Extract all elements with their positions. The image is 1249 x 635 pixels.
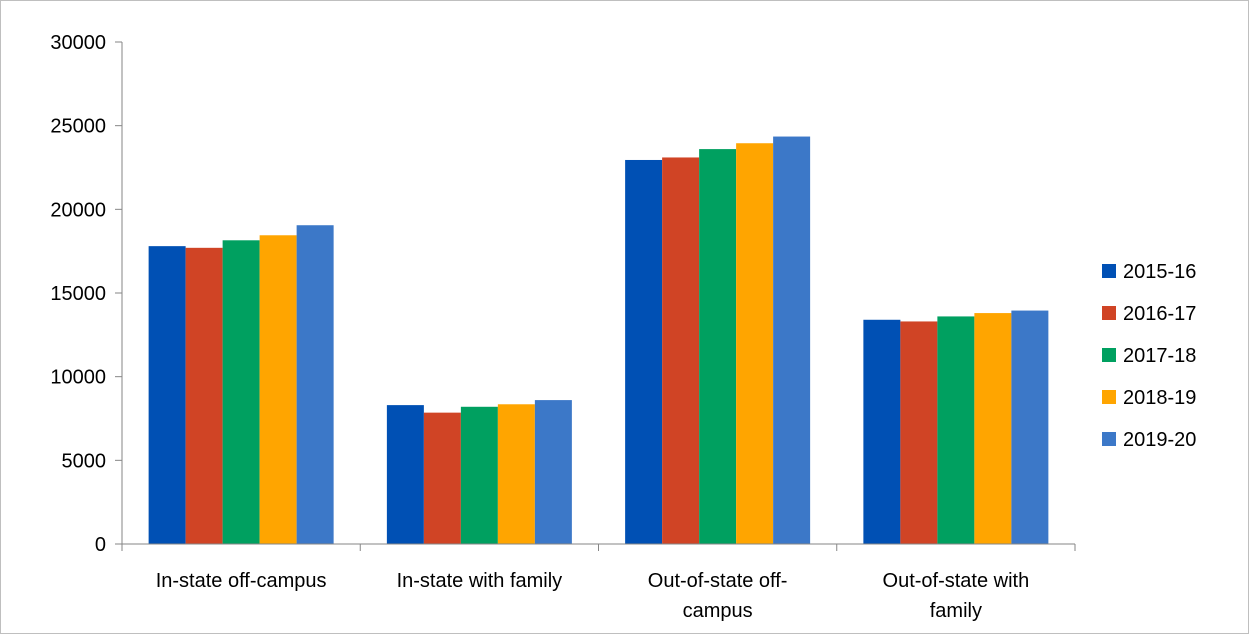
category-label: Out-of-state off-campus	[648, 570, 788, 622]
category-label: In-state with family	[397, 570, 563, 592]
bar-2016-17	[185, 247, 223, 544]
bar-2018-19	[497, 404, 535, 544]
y-tick-label: 15000	[50, 283, 106, 305]
bar-2017-18	[222, 240, 260, 545]
x-category-labels: In-state off-campus In-state with family O…	[156, 570, 1030, 622]
bar-2017-18	[460, 406, 498, 544]
y-tick-label: 0	[95, 534, 106, 556]
legend-swatch	[1102, 348, 1116, 362]
y-tick-labels: 0 5000 10000 15000 20000 25000 30000	[50, 32, 106, 556]
legend-label: 2016-17	[1123, 303, 1196, 325]
y-tick-label: 20000	[50, 199, 106, 221]
legend-swatch	[1102, 306, 1116, 320]
y-tick-label: 5000	[62, 450, 107, 472]
legend-label: 2017-18	[1123, 345, 1196, 367]
legend: 2015-16 2016-17 2017-18 2018-19 2019-20	[1102, 261, 1196, 451]
bar-2019-20	[534, 400, 572, 544]
bar-2016-17	[900, 321, 938, 544]
legend-swatch	[1102, 432, 1116, 446]
bar-2019-20	[773, 136, 811, 544]
bars-layer	[148, 136, 1049, 545]
bar-2019-20	[1011, 310, 1049, 544]
y-tick-label: 25000	[50, 116, 106, 138]
bar-2018-19	[736, 143, 774, 544]
bar-2015-16	[625, 159, 663, 544]
bar-2016-17	[662, 157, 700, 544]
legend-label: 2015-16	[1123, 261, 1196, 283]
legend-label: 2018-19	[1123, 387, 1196, 409]
bar-2015-16	[386, 405, 424, 544]
bar-2018-19	[974, 313, 1012, 544]
bar-2017-18	[699, 149, 737, 545]
bar-2017-18	[937, 316, 975, 544]
bar-2019-20	[296, 225, 334, 545]
legend-label: 2019-20	[1123, 429, 1196, 451]
bar-2015-16	[863, 319, 901, 544]
legend-swatch	[1102, 264, 1116, 278]
bar-2016-17	[423, 412, 461, 544]
bar-2015-16	[148, 246, 186, 544]
category-label: In-state off-campus	[156, 570, 327, 592]
legend-swatch	[1102, 390, 1116, 404]
axes-layer	[115, 41, 1076, 551]
y-tick-label: 10000	[50, 367, 106, 389]
y-tick-label: 30000	[50, 32, 106, 54]
bar-2018-19	[259, 235, 297, 544]
category-label: Out-of-state with family	[883, 570, 1030, 622]
